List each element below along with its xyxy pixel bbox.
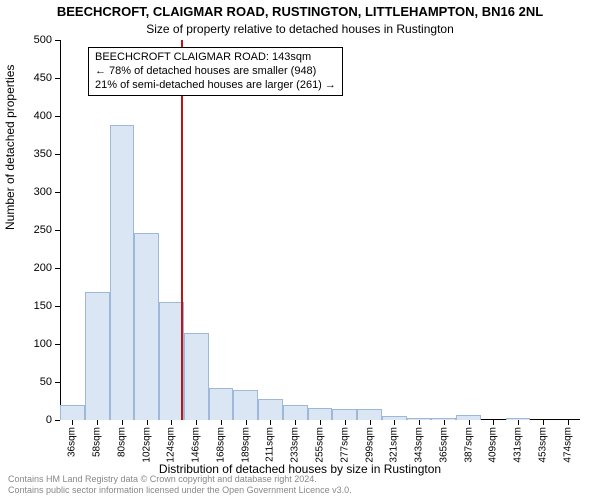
x-tick-label: 409sqm [488, 427, 499, 463]
x-tick-label: 102sqm [141, 427, 152, 463]
info-line-2: ← 78% of detached houses are smaller (94… [95, 65, 336, 79]
x-tick-label: 233sqm [290, 427, 301, 463]
x-tick [370, 420, 371, 425]
x-tick [171, 420, 172, 425]
footer-line-2: Contains public sector information licen… [8, 485, 352, 496]
x-tick [469, 420, 470, 425]
x-tick-label: 146sqm [191, 427, 202, 463]
histogram-bar [209, 388, 234, 420]
x-tick-label: 189sqm [240, 427, 251, 463]
y-tick [55, 154, 60, 155]
y-tick-label: 400 [12, 110, 52, 122]
histogram-bar [85, 292, 110, 420]
x-tick [543, 420, 544, 425]
y-tick-label: 200 [12, 262, 52, 274]
x-tick-label: 80sqm [116, 427, 127, 457]
x-tick [270, 420, 271, 425]
x-tick [246, 420, 247, 425]
x-tick [493, 420, 494, 425]
histogram-bar [60, 405, 85, 420]
histogram-bar [233, 390, 258, 420]
y-tick [55, 306, 60, 307]
x-tick [97, 420, 98, 425]
info-box: BEECHCROFT CLAIGMAR ROAD: 143sqm ← 78% o… [88, 47, 343, 96]
histogram-bar [283, 405, 308, 420]
histogram-bar [159, 302, 184, 420]
plot-area: 05010015020025030035040045050036sqm58sqm… [60, 40, 580, 420]
x-tick-label: 343sqm [414, 427, 425, 463]
x-tick [295, 420, 296, 425]
y-tick [55, 78, 60, 79]
x-tick-label: 255sqm [315, 427, 326, 463]
x-tick-label: 277sqm [339, 427, 350, 463]
y-tick [55, 344, 60, 345]
x-tick-label: 453sqm [537, 427, 548, 463]
y-tick-label: 50 [12, 376, 52, 388]
x-tick-label: 387sqm [463, 427, 474, 463]
y-tick-label: 450 [12, 72, 52, 84]
x-tick [147, 420, 148, 425]
y-tick-label: 350 [12, 148, 52, 160]
x-tick [221, 420, 222, 425]
y-tick [55, 268, 60, 269]
x-tick [419, 420, 420, 425]
y-tick [55, 382, 60, 383]
chart-container: BEECHCROFT, CLAIGMAR ROAD, RUSTINGTON, L… [0, 0, 600, 500]
y-tick [55, 230, 60, 231]
x-tick-label: 365sqm [438, 427, 449, 463]
y-tick [55, 420, 60, 421]
footer-line-1: Contains HM Land Registry data © Crown c… [8, 474, 352, 485]
x-tick-label: 299sqm [364, 427, 375, 463]
y-tick-label: 100 [12, 338, 52, 350]
x-tick [122, 420, 123, 425]
x-tick [444, 420, 445, 425]
y-tick [55, 40, 60, 41]
histogram-bar [308, 408, 333, 420]
x-tick-label: 124sqm [166, 427, 177, 463]
histogram-bar [184, 333, 209, 420]
histogram-bar [134, 233, 159, 420]
x-tick [394, 420, 395, 425]
x-tick-label: 58sqm [92, 427, 103, 457]
x-tick-label: 474sqm [562, 427, 573, 463]
x-tick [568, 420, 569, 425]
chart-subtitle: Size of property relative to detached ho… [0, 22, 600, 36]
chart-title: BEECHCROFT, CLAIGMAR ROAD, RUSTINGTON, L… [0, 4, 600, 19]
y-tick [55, 192, 60, 193]
x-tick [196, 420, 197, 425]
x-tick [518, 420, 519, 425]
histogram-bar [258, 399, 283, 420]
info-line-1: BEECHCROFT CLAIGMAR ROAD: 143sqm [95, 51, 336, 65]
x-tick [345, 420, 346, 425]
x-tick-label: 211sqm [265, 427, 276, 462]
x-tick [320, 420, 321, 425]
x-tick-label: 431sqm [513, 427, 524, 463]
histogram-bar [357, 409, 382, 420]
y-tick-label: 150 [12, 300, 52, 312]
y-axis-line [60, 40, 61, 420]
y-tick-label: 500 [12, 34, 52, 46]
y-tick-label: 300 [12, 186, 52, 198]
y-tick-label: 0 [12, 414, 52, 426]
x-tick-label: 168sqm [215, 427, 226, 463]
y-tick [55, 116, 60, 117]
histogram-bar [110, 125, 135, 420]
histogram-bar [332, 409, 357, 420]
reference-line [181, 40, 183, 420]
x-tick-label: 321sqm [389, 427, 400, 463]
y-tick-label: 250 [12, 224, 52, 236]
x-tick-label: 36sqm [67, 427, 78, 457]
x-tick [72, 420, 73, 425]
footer: Contains HM Land Registry data © Crown c… [8, 474, 352, 496]
info-line-3: 21% of semi-detached houses are larger (… [95, 79, 336, 93]
